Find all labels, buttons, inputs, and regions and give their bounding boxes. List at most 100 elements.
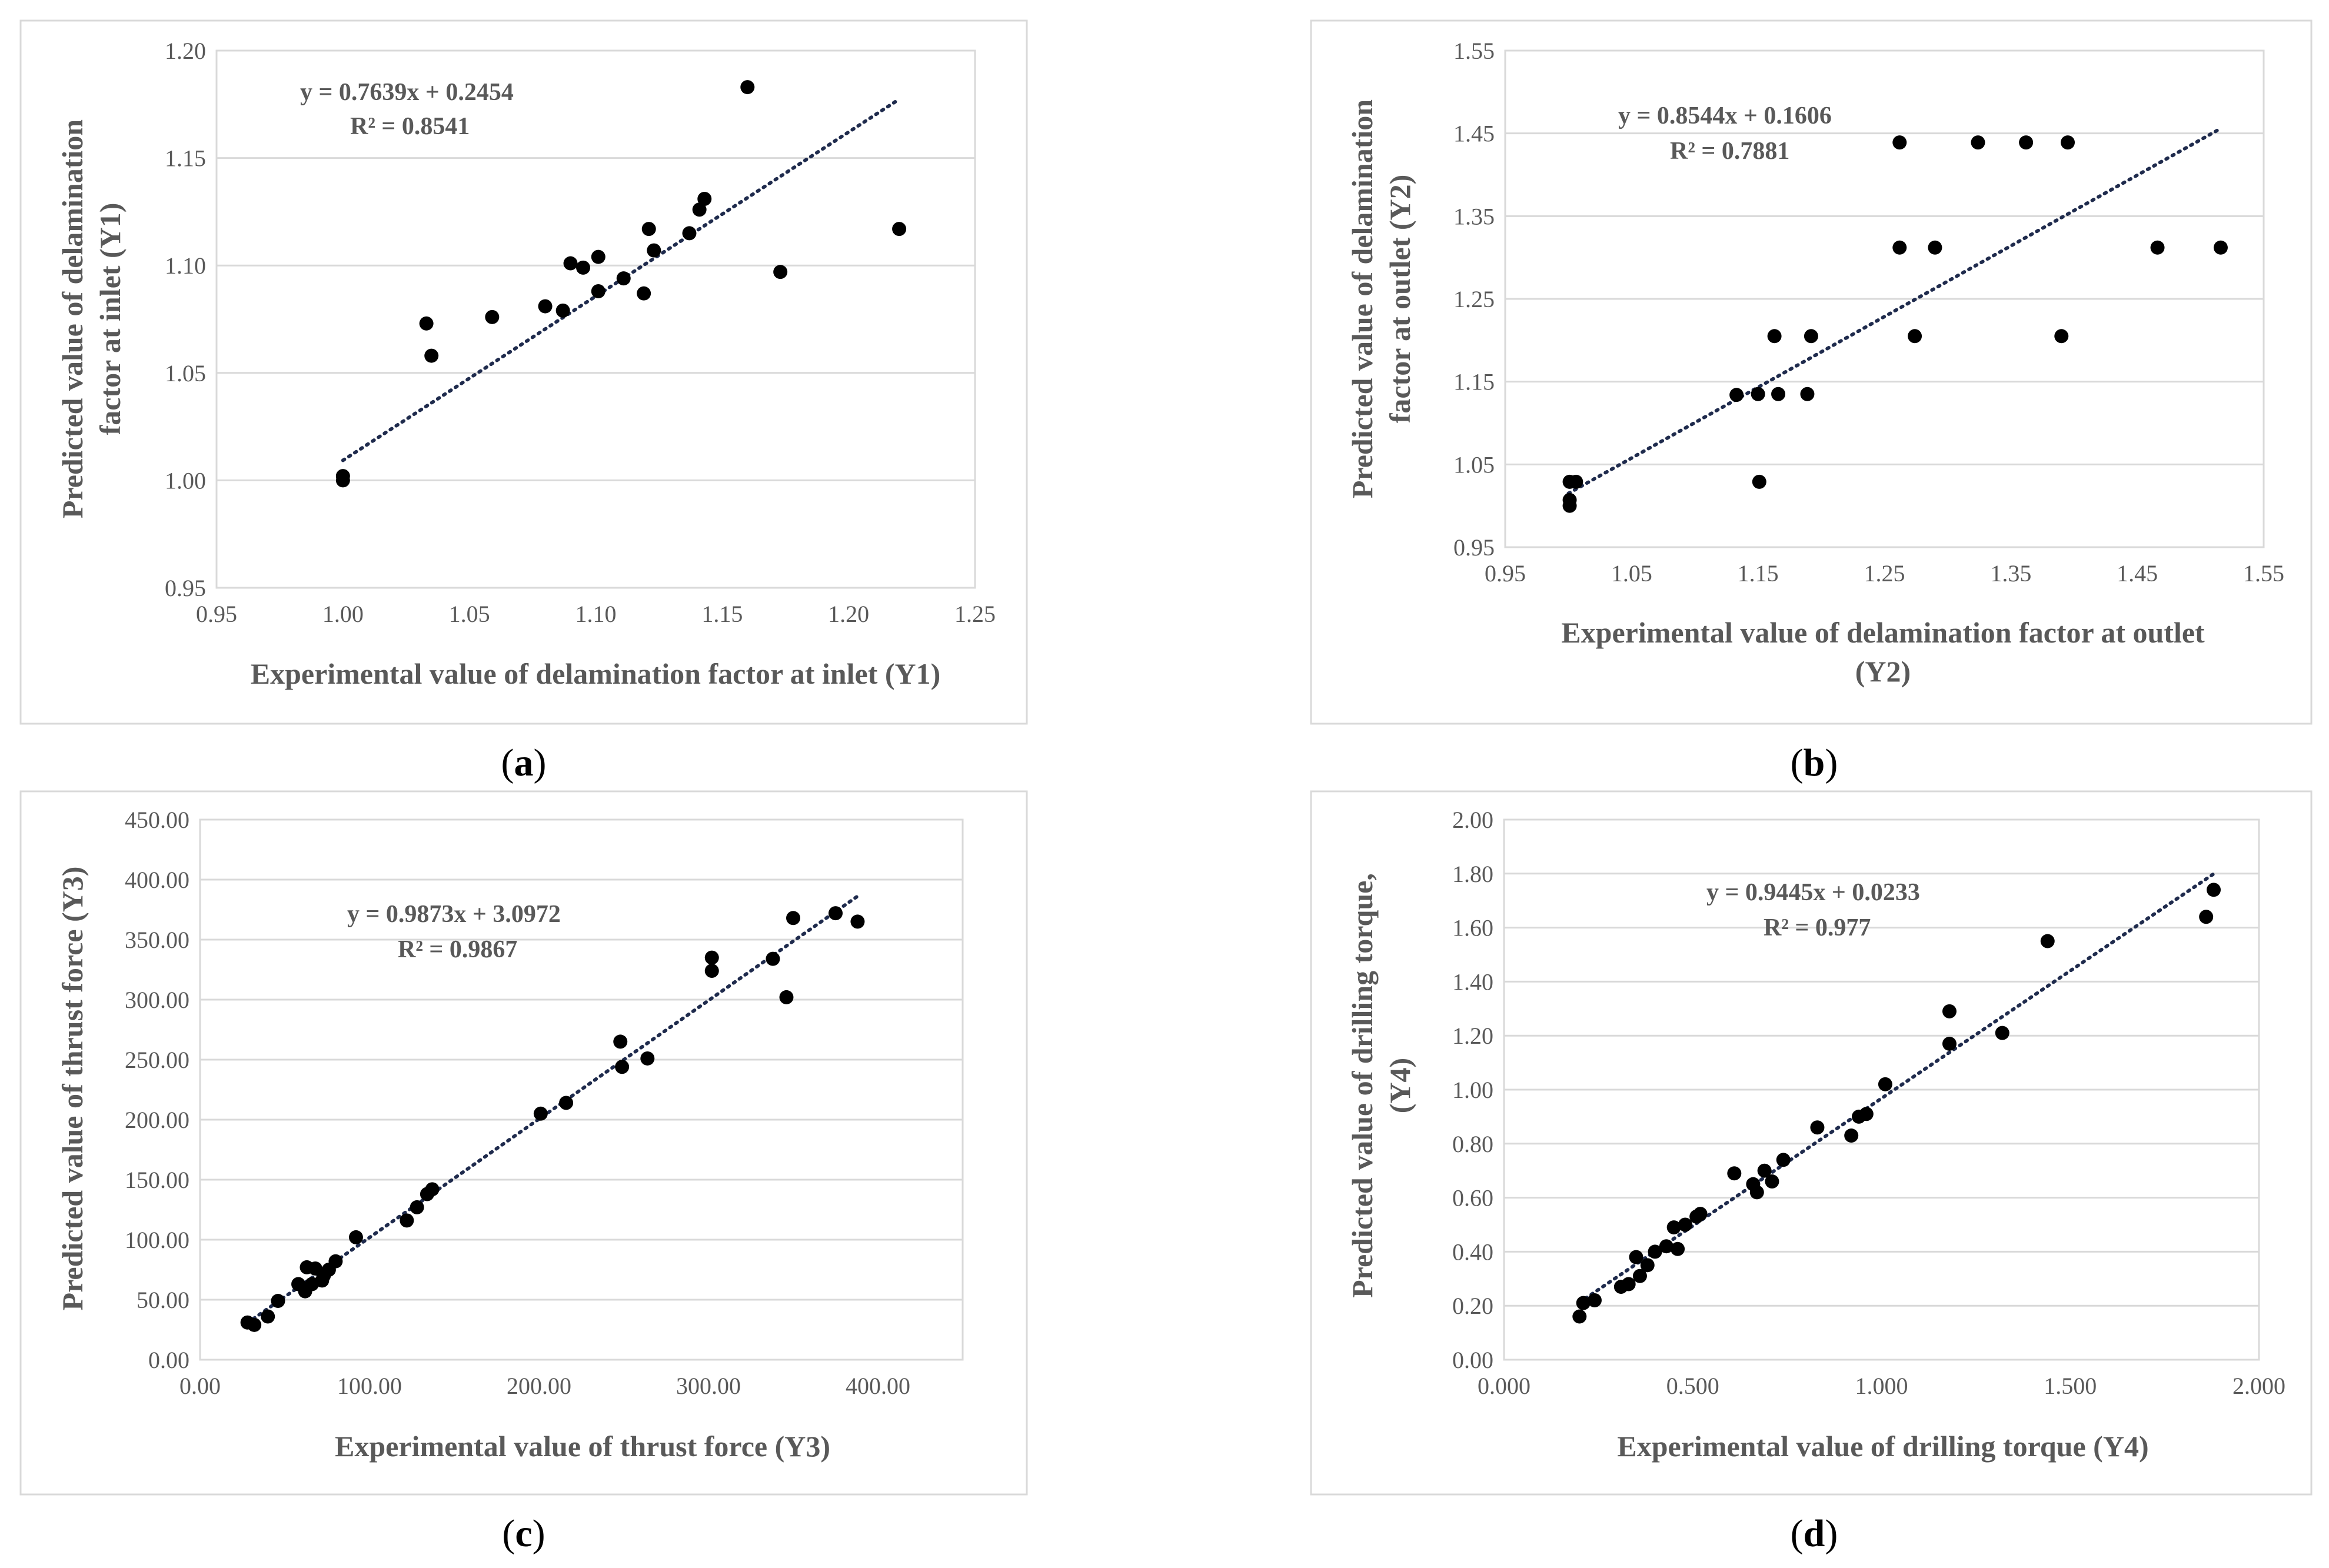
panel-d-points [1572,883,2221,1324]
panel-d-x-tick-labels: 0.000 0.500 1.000 1.500 2.000 [1478,1373,2285,1399]
panel-d-y-axis-title-line-2: (Y4) [1383,1058,1416,1113]
panel-c-y-axis-title-line: Predicted value of thrust force (Y3) [56,867,89,1311]
panel-b-gridlines [1505,132,2264,465]
panel-b-y-tick-label: 1.45 [1453,121,1495,147]
panel-b-x-tick-label: 1.45 [2117,560,2158,587]
panel-b-x-tick-label: 1.35 [1990,560,2031,587]
panel-c-data-point [704,964,719,978]
panel-c-y-tick-label: 100.00 [125,1227,189,1253]
panel-b-x-axis-title: Experimental value of delamination facto… [1561,616,2205,688]
panel-a-data-point [892,222,907,237]
panel-a-x-tick-label: 1.00 [322,601,364,627]
panel-d-x-axis-title-line: Experimental value of drilling torque (Y… [1617,1430,2148,1463]
panel-b-points [1562,135,2228,513]
panel-d-data-point [1844,1128,1859,1143]
panel-a-y-tick-label: 1.05 [165,360,206,387]
panel-c: 0.00 100.00 200.00 300.00 400.00 0.00 50.00 10… [19,790,1028,1555]
panel-c-caption: (c) [502,1512,545,1555]
panel-d-data-point [1640,1258,1655,1273]
panel-a-caption: (a) [501,741,547,784]
panel-a-y-tick-label: 1.00 [165,467,206,494]
panel-d-y-tick-label: 1.80 [1452,861,1493,887]
panel-d-y-tick-label: 0.60 [1452,1185,1493,1211]
panel-a-y-tick-label: 0.95 [165,575,206,601]
panel-c-data-point [779,990,794,1004]
panel-d-y-tick-label: 1.60 [1452,915,1493,941]
panel-d-data-point [1995,1026,2009,1040]
panel-d-data-point [1572,1309,1587,1324]
panel-c-data-point [786,911,800,926]
panel-c-data-point [425,1182,440,1197]
panel-c-caption-letter: c [515,1512,532,1555]
panel-c-y-tick-label: 200.00 [125,1107,189,1133]
panel-c-data-point [328,1254,343,1269]
panel-a-y-axis-title-line-1: Predicted value of delamination [56,119,89,518]
panel-c-data-point [261,1309,275,1324]
panel-a-data-point [647,243,661,258]
panel-d-data-point [1942,1036,1957,1051]
panel-b-equation: y = 0.8544x + 0.1606 [1618,102,1832,129]
panel-d-data-point [1749,1185,1764,1200]
panel-c-data-point [271,1294,285,1309]
panel-a-data-point [419,316,434,331]
panel-d-x-tick-label: 1.500 [2044,1373,2097,1399]
panel-d-data-point [2199,910,2214,924]
panel-d-data-point [1576,1296,1591,1310]
panel-a-x-axis-title: Experimental value of delamination facto… [251,657,941,690]
panel-d-y-axis-title-line-1: Predicted value of drilling torque, [1346,873,1379,1298]
panel-d-data-point [1648,1244,1662,1259]
panel-a-data-point [591,249,605,264]
panel-c-data-point [704,950,719,965]
panel-d-data-point [1678,1217,1692,1232]
panel-b-x-axis-title-line-1: Experimental value of delamination facto… [1561,616,2205,649]
panel-b-caption-letter: b [1804,741,1825,784]
panel-b-x-tick-label: 1.25 [1864,560,1905,587]
panel-a-caption-letter: a [514,741,534,784]
panel-d-data-point [1859,1107,1874,1121]
panel-b-y-axis-title: Predicted value of delamination factor at… [1346,99,1416,498]
panel-b-x-tick-labels: 0.95 1.05 1.15 1.25 1.35 1.45 1.55 [1485,560,2284,587]
panel-a-x-axis-title-line: Experimental value of delamination facto… [251,657,941,690]
panel-b-data-point [2054,329,2069,344]
panel-b-data-point [1751,387,1765,401]
panel-d-y-tick-label: 0.20 [1452,1293,1493,1319]
panel-a-x-tick-label: 1.25 [954,601,996,627]
panel-d-x-axis-title: Experimental value of drilling torque (Y… [1617,1430,2148,1463]
panel-c-points [240,906,865,1332]
panel-b-data-point [2019,135,2034,150]
panel-b-data-point [1971,135,1985,150]
panel-d-data-point [1727,1166,1742,1181]
panel-d-caption-letter: d [1804,1512,1825,1555]
panel-a-data-point [773,265,788,279]
panel-d-x-tick-label: 0.000 [1478,1373,1531,1399]
panel-c-data-point [400,1213,414,1228]
panel-b-data-point [1804,329,1818,344]
panel-c-x-axis-title-line: Experimental value of thrust force (Y3) [335,1430,830,1463]
panel-b-data-point [1892,135,1907,150]
panel-c-gridlines [200,878,963,1301]
panel-a-plot-area [215,49,976,589]
panel-d-data-point [1942,1004,1957,1018]
panel-c-x-tick-label: 100.00 [337,1373,402,1399]
panel-c-x-tick-label: 200.00 [507,1373,571,1399]
panel-b-y-tick-label: 1.05 [1453,451,1495,478]
panel-d-y-tick-label: 1.00 [1452,1077,1493,1103]
panel-c-x-axis-title: Experimental value of thrust force (Y3) [335,1430,830,1463]
panel-a-data-point [335,473,350,488]
panel-b-data-point [1767,329,1782,344]
panel-a-data-point [641,222,656,237]
panel-a-x-tick-label: 1.15 [701,601,743,627]
panel-a-data-point [424,348,439,363]
panel-c-data-point [766,951,780,966]
panel-a: 0.95 1.00 1.05 1.10 1.15 1.20 1.25 0.95 1.00 1.0… [19,19,1028,784]
panel-b-data-point [1908,329,1922,344]
panel-b-x-tick-label: 1.05 [1611,560,1652,587]
panel-b-data-point [1729,388,1744,402]
panel-d-data-point [1757,1163,1772,1178]
panel-a-x-tick-label: 1.10 [575,601,617,627]
panel-b-y-tick-label: 1.15 [1453,369,1495,395]
panel-d-y-tick-labels: 0.00 0.20 0.40 0.60 0.80 1.00 1.20 1.40 1.60 1.80… [1452,807,1493,1373]
panel-d: 0.000 0.500 1.000 1.500 2.000 0.000.200.400.… [1310,790,2313,1555]
panel-c-data-point [247,1317,262,1332]
